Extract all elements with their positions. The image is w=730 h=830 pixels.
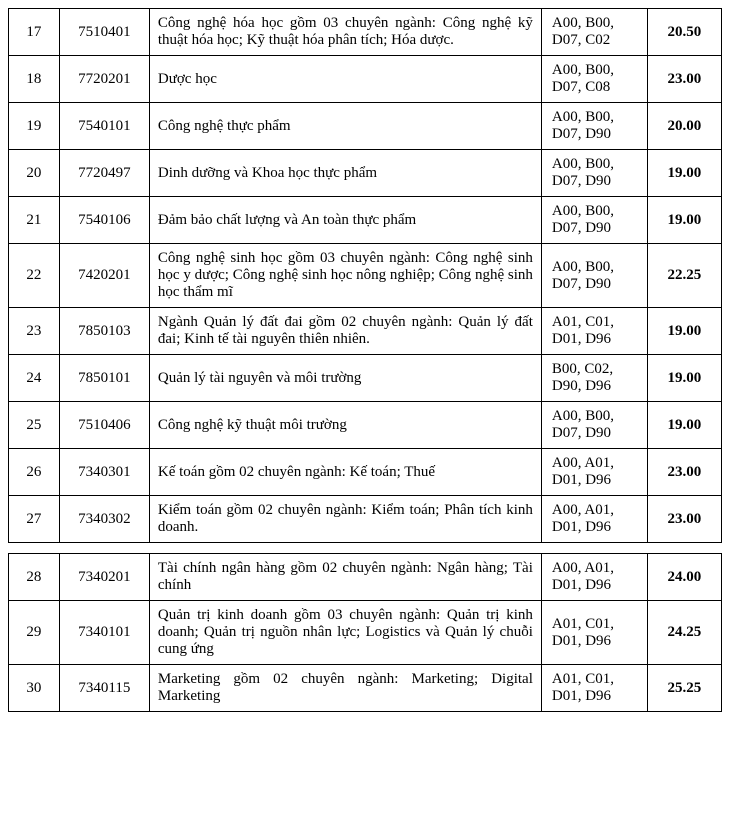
subject-combo: A01, C01, D01, D96 (541, 601, 647, 665)
subject-combo: A00, B00, D07, D90 (541, 150, 647, 197)
row-index: 22 (9, 244, 60, 308)
major-code: 7540106 (59, 197, 149, 244)
table-row: 247850101Quản lý tài nguyên và môi trườn… (9, 355, 722, 402)
row-index: 26 (9, 449, 60, 496)
row-index: 25 (9, 402, 60, 449)
admission-table-bottom: 287340201Tài chính ngân hàng gồm 02 chuy… (8, 553, 722, 712)
subject-combo: A00, A01, D01, D96 (541, 449, 647, 496)
table-row: 237850103Ngành Quản lý đất đai gồm 02 ch… (9, 308, 722, 355)
major-code: 7510406 (59, 402, 149, 449)
admission-score: 22.25 (647, 244, 721, 308)
table-row: 177510401Công nghệ hóa học gồm 03 chuyên… (9, 9, 722, 56)
table-row: 267340301Kế toán gồm 02 chuyên ngành: Kế… (9, 449, 722, 496)
major-name: Kiểm toán gồm 02 chuyên ngành: Kiểm toán… (149, 496, 541, 543)
row-index: 19 (9, 103, 60, 150)
admission-score: 19.00 (647, 197, 721, 244)
row-index: 27 (9, 496, 60, 543)
major-code: 7340201 (59, 554, 149, 601)
major-code: 7540101 (59, 103, 149, 150)
row-index: 17 (9, 9, 60, 56)
subject-combo: A01, C01, D01, D96 (541, 665, 647, 712)
major-code: 7340302 (59, 496, 149, 543)
major-name: Dinh dưỡng và Khoa học thực phẩm (149, 150, 541, 197)
admission-score: 20.50 (647, 9, 721, 56)
subject-combo: A00, B00, D07, D90 (541, 244, 647, 308)
table-row: 187720201Dược họcA00, B00, D07, C0823.00 (9, 56, 722, 103)
subject-combo: A01, C01, D01, D96 (541, 308, 647, 355)
row-index: 18 (9, 56, 60, 103)
subject-combo: A00, B00, D07, D90 (541, 103, 647, 150)
major-code: 7720497 (59, 150, 149, 197)
subject-combo: A00, B00, D07, C08 (541, 56, 647, 103)
table-row: 297340101Quản trị kinh doanh gồm 03 chuy… (9, 601, 722, 665)
major-code: 7850101 (59, 355, 149, 402)
major-name: Tài chính ngân hàng gồm 02 chuyên ngành:… (149, 554, 541, 601)
admission-score: 25.25 (647, 665, 721, 712)
admission-score: 20.00 (647, 103, 721, 150)
major-code: 7720201 (59, 56, 149, 103)
table-row: 257510406Công nghệ kỹ thuật môi trườngA0… (9, 402, 722, 449)
major-code: 7850103 (59, 308, 149, 355)
admission-score: 24.00 (647, 554, 721, 601)
subject-combo: A00, A01, D01, D96 (541, 496, 647, 543)
major-name: Dược học (149, 56, 541, 103)
table-row: 307340115Marketing gồm 02 chuyên ngành: … (9, 665, 722, 712)
major-code: 7340301 (59, 449, 149, 496)
major-name: Quản lý tài nguyên và môi trường (149, 355, 541, 402)
row-index: 20 (9, 150, 60, 197)
admission-score: 19.00 (647, 308, 721, 355)
major-name: Đảm bảo chất lượng và An toàn thực phẩm (149, 197, 541, 244)
admission-score: 23.00 (647, 449, 721, 496)
major-name: Marketing gồm 02 chuyên ngành: Marketing… (149, 665, 541, 712)
table-row: 217540106Đảm bảo chất lượng và An toàn t… (9, 197, 722, 244)
admission-table-top: 177510401Công nghệ hóa học gồm 03 chuyên… (8, 8, 722, 543)
table-row: 197540101Công nghệ thực phẩmA00, B00, D0… (9, 103, 722, 150)
subject-combo: A00, A01, D01, D96 (541, 554, 647, 601)
row-index: 28 (9, 554, 60, 601)
admission-score: 23.00 (647, 496, 721, 543)
row-index: 24 (9, 355, 60, 402)
major-name: Ngành Quản lý đất đai gồm 02 chuyên ngàn… (149, 308, 541, 355)
admission-score: 23.00 (647, 56, 721, 103)
table-row: 287340201Tài chính ngân hàng gồm 02 chuy… (9, 554, 722, 601)
major-name: Công nghệ thực phẩm (149, 103, 541, 150)
major-name: Kế toán gồm 02 chuyên ngành: Kế toán; Th… (149, 449, 541, 496)
row-index: 21 (9, 197, 60, 244)
subject-combo: B00, C02, D90, D96 (541, 355, 647, 402)
table-row: 207720497Dinh dưỡng và Khoa học thực phẩ… (9, 150, 722, 197)
subject-combo: A00, B00, D07, D90 (541, 197, 647, 244)
row-index: 23 (9, 308, 60, 355)
major-name: Công nghệ hóa học gồm 03 chuyên ngành: C… (149, 9, 541, 56)
major-code: 7340115 (59, 665, 149, 712)
table-row: 277340302Kiểm toán gồm 02 chuyên ngành: … (9, 496, 722, 543)
major-name: Công nghệ kỹ thuật môi trường (149, 402, 541, 449)
row-index: 29 (9, 601, 60, 665)
major-code: 7420201 (59, 244, 149, 308)
row-index: 30 (9, 665, 60, 712)
admission-score: 19.00 (647, 355, 721, 402)
admission-score: 19.00 (647, 402, 721, 449)
admission-score: 24.25 (647, 601, 721, 665)
subject-combo: A00, B00, D07, C02 (541, 9, 647, 56)
major-name: Công nghệ sinh học gồm 03 chuyên ngành: … (149, 244, 541, 308)
major-code: 7340101 (59, 601, 149, 665)
admission-score: 19.00 (647, 150, 721, 197)
subject-combo: A00, B00, D07, D90 (541, 402, 647, 449)
major-name: Quản trị kinh doanh gồm 03 chuyên ngành:… (149, 601, 541, 665)
table-row: 227420201Công nghệ sinh học gồm 03 chuyê… (9, 244, 722, 308)
major-code: 7510401 (59, 9, 149, 56)
